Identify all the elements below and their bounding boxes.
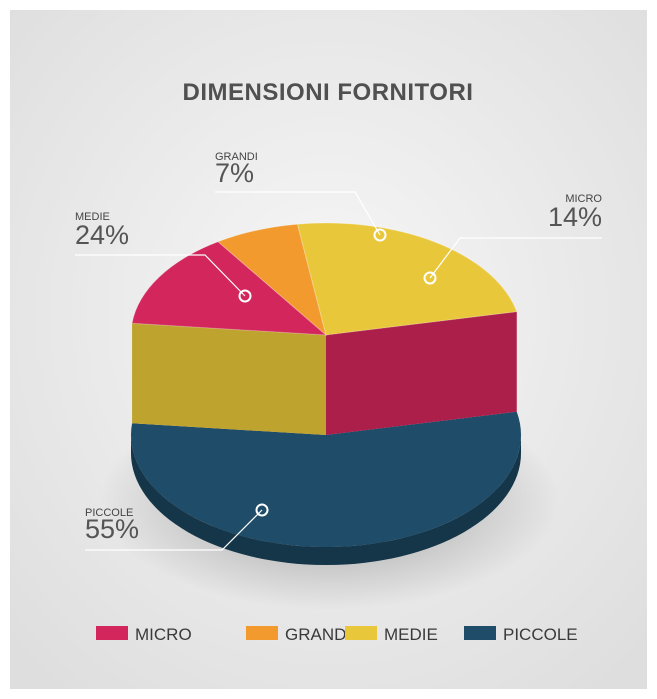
legend-swatch [464,626,496,640]
category-label: PICCOLE [85,507,133,519]
legend-swatch [345,626,377,640]
legend-swatch [96,626,128,640]
pie [131,222,522,565]
callout-dot [373,228,387,242]
callout-line [75,254,246,297]
slice [296,222,518,336]
value-label: 7% [215,158,254,188]
category-label: MEDIE [75,211,110,223]
chart-title: DIMENSIONI FORNITORI [183,79,474,106]
callout-dot [423,271,437,285]
legend-swatch [246,626,278,640]
slice-face-shade [326,311,517,435]
slice-face [326,311,517,435]
slice [131,411,522,547]
callout-dot [238,289,252,303]
slice [131,241,328,336]
legend-label: PICCOLE [503,625,578,644]
callout-dot [255,503,269,517]
legend-label: GRANDI [285,625,351,644]
callout-line [429,237,602,279]
legend-label: MICRO [135,625,192,644]
slice-face [132,323,326,435]
slice-side [131,435,521,565]
legend-label: MEDIE [384,625,438,644]
value-label: 14% [548,202,602,232]
value-label: 55% [85,514,139,544]
legend: MICRO GRANDI MEDIE PICCOLE [96,625,578,644]
callout-line [85,509,263,551]
slice-side-shade [131,435,521,565]
slice [217,223,327,337]
value-label: 24% [75,220,129,250]
callout-line [215,191,381,236]
slice-face-shade [132,323,326,435]
category-label: MICRO [565,193,602,205]
category-label: GRANDI [215,151,258,163]
